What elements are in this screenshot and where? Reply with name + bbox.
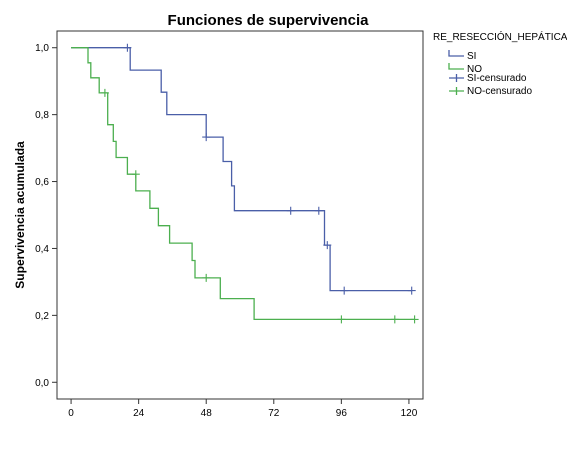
series-line-no xyxy=(71,47,415,321)
censor-mark-no xyxy=(390,315,399,324)
series-layer xyxy=(71,43,419,324)
legend-item-no-censurado: NO-censurado xyxy=(449,86,532,97)
y-tick-label: 0,8 xyxy=(35,110,49,121)
legend-label-no: NO xyxy=(467,64,482,75)
x-tick-label: 72 xyxy=(268,408,280,419)
legend-item-si: SI xyxy=(448,50,476,62)
x-tick-label: 96 xyxy=(336,408,348,419)
legend-swatch-si xyxy=(448,50,464,57)
x-tick-label: 120 xyxy=(401,408,418,419)
legend-label-si: SI xyxy=(467,51,476,62)
censor-mark-si xyxy=(340,286,349,295)
plot-area xyxy=(56,30,424,400)
legend-item-no: NO xyxy=(448,63,482,75)
censor-mark-si xyxy=(314,206,323,215)
censor-mark-no xyxy=(131,170,140,179)
censor-mark-si xyxy=(202,133,211,142)
legend-item-si-censurado: SI-censurado xyxy=(449,73,527,84)
y-tick-label: 0,0 xyxy=(35,378,49,389)
y-tick-label: 1,0 xyxy=(35,43,49,54)
x-tick-label: 0 xyxy=(68,408,74,419)
censor-mark-no xyxy=(410,315,419,324)
x-axis-ticks: 0 24 48 72 96 120 xyxy=(68,399,418,419)
censor-mark-si xyxy=(407,286,416,295)
y-tick-label: 0,2 xyxy=(35,311,49,322)
y-axis-label: Supervivencia acumulada xyxy=(13,141,27,289)
legend-swatch-no-censurado xyxy=(449,87,464,95)
y-tick-label: 0,4 xyxy=(35,244,49,255)
legend-swatch-si-censurado xyxy=(449,74,464,82)
censor-mark-si xyxy=(323,241,332,250)
legend-label-no-censurado: NO-censurado xyxy=(467,86,532,97)
censor-mark-no xyxy=(202,273,211,282)
legend: RE_RESECCIÓN_HEPÁTICA SI NO SI-censurado… xyxy=(433,30,567,97)
x-tick-label: 24 xyxy=(133,408,145,419)
y-tick-label: 0,6 xyxy=(35,177,49,188)
censor-mark-no xyxy=(337,315,346,324)
legend-swatch-no xyxy=(448,63,464,70)
legend-title: RE_RESECCIÓN_HEPÁTICA xyxy=(433,30,567,43)
y-axis-ticks: 0,0 0,2 0,4 0,6 0,8 1,0 xyxy=(35,43,57,389)
chart-title: Funciones de supervivencia xyxy=(168,12,370,29)
censor-mark-si xyxy=(286,206,295,215)
x-tick-label: 48 xyxy=(201,408,213,419)
censor-mark-no xyxy=(100,88,109,97)
series-line-si xyxy=(71,47,412,292)
legend-label-si-censurado: SI-censurado xyxy=(467,73,527,84)
censor-mark-si xyxy=(123,43,132,52)
